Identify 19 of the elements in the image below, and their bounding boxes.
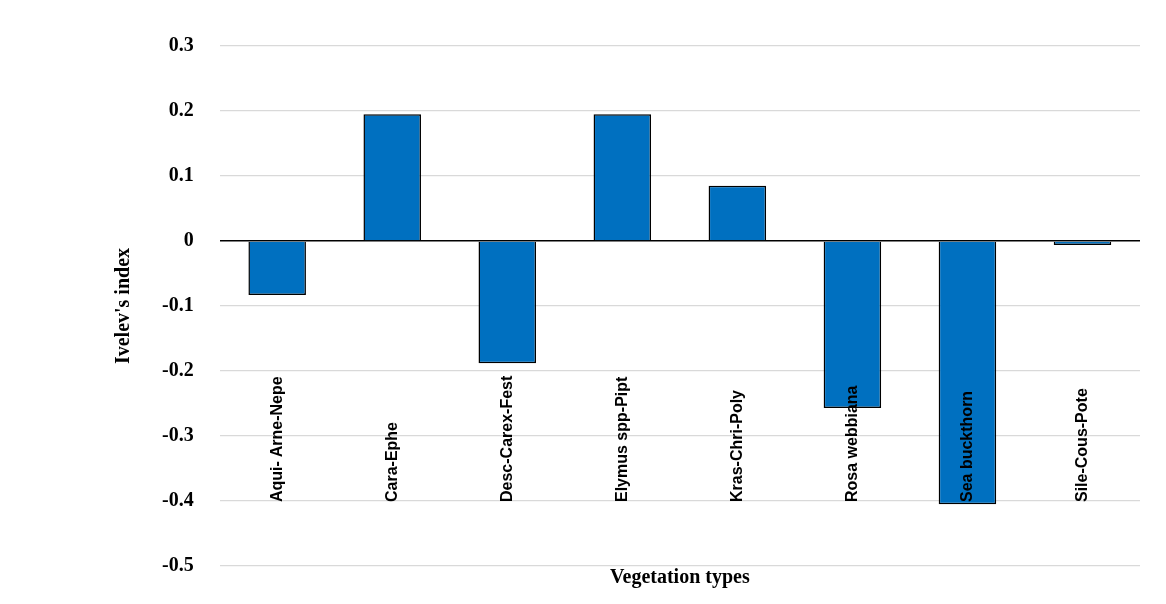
y-axis-title: Ivelev's index — [111, 247, 134, 365]
y-tick-label: 0.2 — [168, 98, 194, 121]
y-tick-label: -0.2 — [161, 358, 194, 381]
y-tick-label: 0.1 — [168, 163, 194, 186]
x-tick-label: Kras-Chri-Poly — [727, 389, 745, 502]
y-tick-label: -0.4 — [161, 488, 194, 511]
x-tick-label: Sea buckthorn — [957, 390, 975, 502]
x-tick-label: Elymus spp-Pipt — [612, 375, 630, 502]
y-tick-label: 0 — [183, 228, 194, 251]
y-tick-label: -0.5 — [161, 553, 194, 576]
x-tick-label: Sile-Cous-Pote — [1072, 388, 1090, 502]
y-tick-label: 0.3 — [168, 33, 194, 56]
x-tick-label: Rosa webbiana — [842, 385, 860, 502]
y-tick-label: -0.3 — [161, 423, 194, 446]
x-axis-title: Vegetation types — [609, 565, 750, 589]
y-tick-label: -0.1 — [161, 293, 194, 316]
x-tick-label: Cara-Ephe — [382, 421, 400, 502]
x-tick-label: Aqui- Arne-Nepe — [267, 376, 285, 502]
x-tick-label: Desc-Carex-Fest — [497, 375, 515, 502]
